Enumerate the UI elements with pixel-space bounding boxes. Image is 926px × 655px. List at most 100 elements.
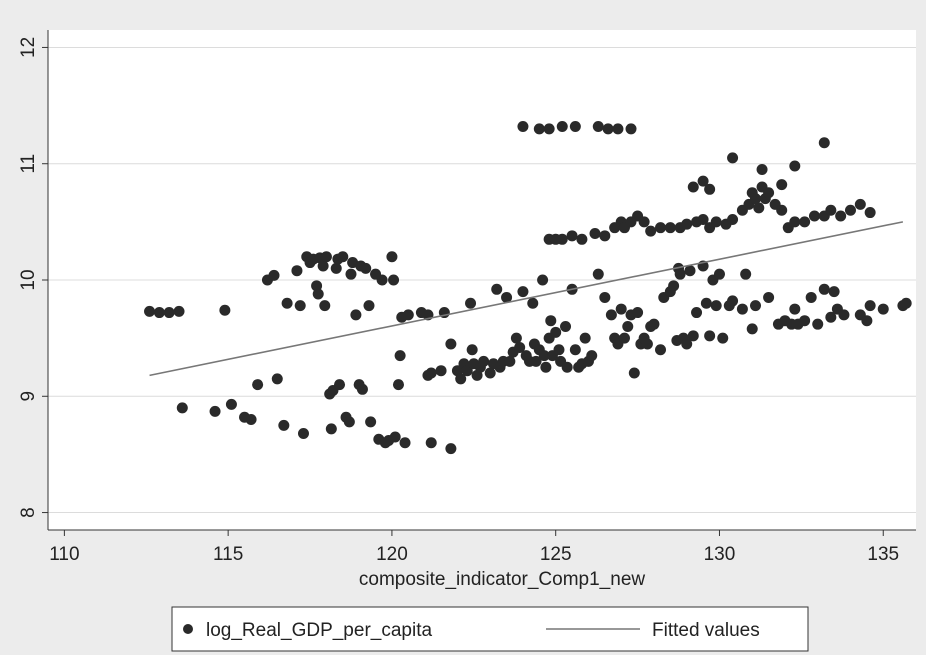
data-point (727, 214, 739, 226)
data-point (268, 269, 280, 281)
data-point (388, 274, 400, 286)
data-point (861, 315, 873, 327)
data-point (704, 183, 716, 195)
data-point (625, 123, 637, 135)
data-point (560, 321, 572, 333)
data-point (681, 218, 693, 230)
axes: 8 9 10 11 12 110 115 120 125 130 135 (18, 30, 916, 565)
data-point (864, 207, 876, 219)
data-point (697, 214, 709, 226)
data-point (681, 338, 693, 350)
data-point (687, 181, 699, 193)
data-point (466, 344, 478, 356)
data-point (394, 350, 406, 362)
data-point (399, 437, 411, 449)
data-point (586, 350, 598, 362)
data-point (163, 307, 175, 319)
data-point (550, 326, 562, 338)
data-point (556, 121, 568, 133)
data-point (789, 160, 801, 172)
legend-label-scatter: log_Real_GDP_per_capita (206, 620, 432, 641)
data-point (592, 121, 604, 133)
data-point (376, 274, 388, 286)
data-point (356, 383, 368, 395)
data-point (365, 416, 377, 428)
fitted-line (149, 221, 904, 377)
data-point (330, 262, 342, 274)
data-point (605, 309, 617, 321)
data-point (144, 305, 156, 317)
data-point (618, 332, 630, 344)
data-point (176, 402, 188, 414)
fit-line (149, 221, 904, 377)
x-tick-label: 110 (49, 544, 79, 565)
data-point (360, 262, 372, 274)
data-point (825, 311, 837, 323)
data-point (776, 179, 788, 191)
data-point (704, 330, 716, 342)
data-point (465, 297, 477, 309)
data-point (517, 121, 529, 133)
data-point (684, 265, 696, 277)
legend-box (171, 606, 809, 652)
gridlines (48, 46, 916, 514)
y-tick-label: 11 (18, 154, 39, 174)
x-tick-label: 125 (540, 544, 572, 565)
data-point (691, 307, 703, 319)
data-point (561, 361, 573, 373)
x-axis-label: composite_indicator_Comp1_new (359, 569, 645, 590)
data-point (638, 216, 650, 228)
data-point (337, 251, 349, 263)
x-tick-label: 135 (867, 544, 899, 565)
data-point (484, 367, 496, 379)
data-point (844, 204, 856, 216)
data-point (445, 443, 457, 455)
data-point (435, 365, 447, 377)
x-tick-label: 120 (376, 544, 408, 565)
data-point (478, 355, 490, 367)
data-point (612, 123, 624, 135)
data-point (425, 367, 437, 379)
data-point (835, 210, 847, 222)
legend-label-line: Fitted values (652, 620, 760, 641)
data-point (763, 187, 775, 199)
data-point (776, 204, 788, 216)
data-point (789, 216, 801, 228)
data-point (789, 303, 801, 315)
data-point (345, 268, 357, 280)
data-point (746, 323, 758, 335)
data-point (363, 300, 375, 312)
data-point (579, 332, 591, 344)
data-point (805, 291, 817, 303)
data-point (543, 123, 555, 135)
data-point (392, 379, 404, 391)
data-point (799, 216, 811, 228)
data-point (514, 341, 526, 353)
data-point (838, 309, 850, 321)
data-point (750, 300, 762, 312)
data-point (799, 315, 811, 327)
data-point (504, 355, 516, 367)
legend: log_Real_GDP_per_capita Fitted values (171, 606, 809, 652)
data-point (592, 268, 604, 280)
data-point (491, 283, 503, 295)
data-point (402, 309, 414, 321)
data-point (750, 193, 762, 205)
data-point (386, 251, 398, 263)
data-point (517, 286, 529, 298)
y-tick-label: 9 (18, 391, 39, 402)
data-point (818, 137, 830, 149)
data-point (553, 344, 565, 356)
data-point (281, 297, 293, 309)
data-point (828, 286, 840, 298)
data-point (320, 251, 332, 263)
data-point (648, 318, 660, 330)
data-point (763, 291, 775, 303)
data-point (687, 330, 699, 342)
data-point (311, 280, 323, 292)
data-point (576, 233, 588, 245)
data-point (599, 291, 611, 303)
data-point (545, 315, 557, 327)
data-point (252, 379, 264, 391)
data-point (501, 291, 513, 303)
